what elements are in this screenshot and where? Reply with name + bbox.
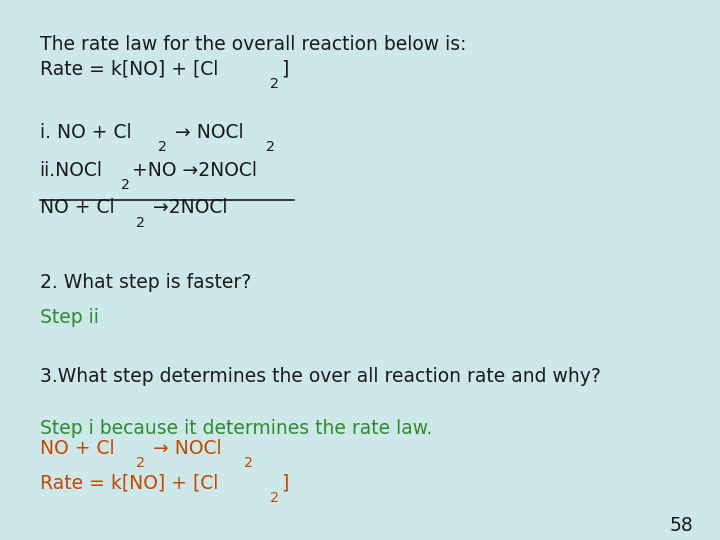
Text: 2: 2 bbox=[121, 178, 130, 192]
Text: Rate = k[NO] + [Cl: Rate = k[NO] + [Cl bbox=[40, 474, 218, 492]
Text: ii.NOCl: ii.NOCl bbox=[40, 160, 102, 179]
Text: 2: 2 bbox=[266, 140, 274, 154]
Text: The rate law for the overall reaction below is:: The rate law for the overall reaction be… bbox=[40, 35, 466, 54]
Text: → NOCl: → NOCl bbox=[169, 123, 244, 141]
Text: 2: 2 bbox=[136, 216, 145, 230]
Text: 58: 58 bbox=[670, 516, 693, 535]
Text: i. NO + Cl: i. NO + Cl bbox=[40, 123, 131, 141]
Text: 2: 2 bbox=[158, 140, 167, 154]
Text: 2: 2 bbox=[136, 456, 145, 470]
Text: →2NOCl: →2NOCl bbox=[148, 198, 228, 217]
Text: +NO →2NOCl: +NO →2NOCl bbox=[132, 160, 257, 179]
Text: ]: ] bbox=[282, 59, 289, 78]
Text: 2: 2 bbox=[270, 77, 279, 91]
Text: Step ii: Step ii bbox=[40, 308, 99, 327]
Text: ]: ] bbox=[282, 474, 289, 492]
Text: Step i because it determines the rate law.: Step i because it determines the rate la… bbox=[40, 418, 432, 437]
Text: NO + Cl: NO + Cl bbox=[40, 198, 114, 217]
Text: 2. What step is faster?: 2. What step is faster? bbox=[40, 273, 251, 292]
Text: Rate = k[NO] + [Cl: Rate = k[NO] + [Cl bbox=[40, 59, 218, 78]
Text: 2: 2 bbox=[270, 491, 279, 505]
Text: → NOCl: → NOCl bbox=[148, 438, 222, 457]
Text: 3.What step determines the over all reaction rate and why?: 3.What step determines the over all reac… bbox=[40, 367, 600, 386]
Text: NO + Cl: NO + Cl bbox=[40, 438, 114, 457]
Text: 2: 2 bbox=[243, 456, 253, 470]
